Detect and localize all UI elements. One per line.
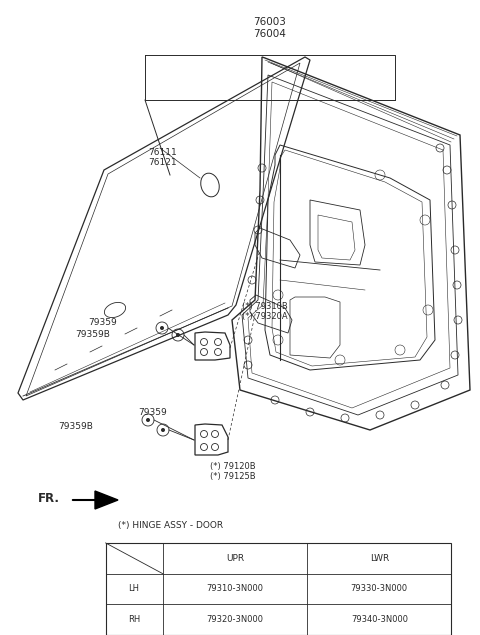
Text: (*) 79310B
(*) 79320A: (*) 79310B (*) 79320A xyxy=(242,302,288,321)
Circle shape xyxy=(161,428,165,432)
Text: (*) HINGE ASSY - DOOR: (*) HINGE ASSY - DOOR xyxy=(118,521,223,530)
Text: FR.: FR. xyxy=(38,492,60,505)
Text: 76003
76004: 76003 76004 xyxy=(253,17,287,39)
Circle shape xyxy=(146,418,150,422)
Text: RH: RH xyxy=(128,615,140,624)
Bar xyxy=(106,543,451,635)
Text: LWR: LWR xyxy=(370,554,389,563)
Text: (*) 79120B
(*) 79125B: (*) 79120B (*) 79125B xyxy=(210,462,256,481)
Text: 79320-3N000: 79320-3N000 xyxy=(206,615,264,624)
Text: 76111
76121: 76111 76121 xyxy=(148,148,177,168)
Text: 79330-3N000: 79330-3N000 xyxy=(351,584,408,594)
Text: 79340-3N000: 79340-3N000 xyxy=(351,615,408,624)
Text: 79359: 79359 xyxy=(138,408,167,417)
Text: 79359: 79359 xyxy=(88,318,117,327)
Text: LH: LH xyxy=(129,584,140,594)
Polygon shape xyxy=(95,491,118,509)
Text: 79359B: 79359B xyxy=(58,422,93,431)
Text: UPR: UPR xyxy=(226,554,244,563)
Text: 79359B: 79359B xyxy=(75,330,110,339)
Circle shape xyxy=(176,333,180,337)
Circle shape xyxy=(160,326,164,330)
Text: 79310-3N000: 79310-3N000 xyxy=(206,584,264,594)
